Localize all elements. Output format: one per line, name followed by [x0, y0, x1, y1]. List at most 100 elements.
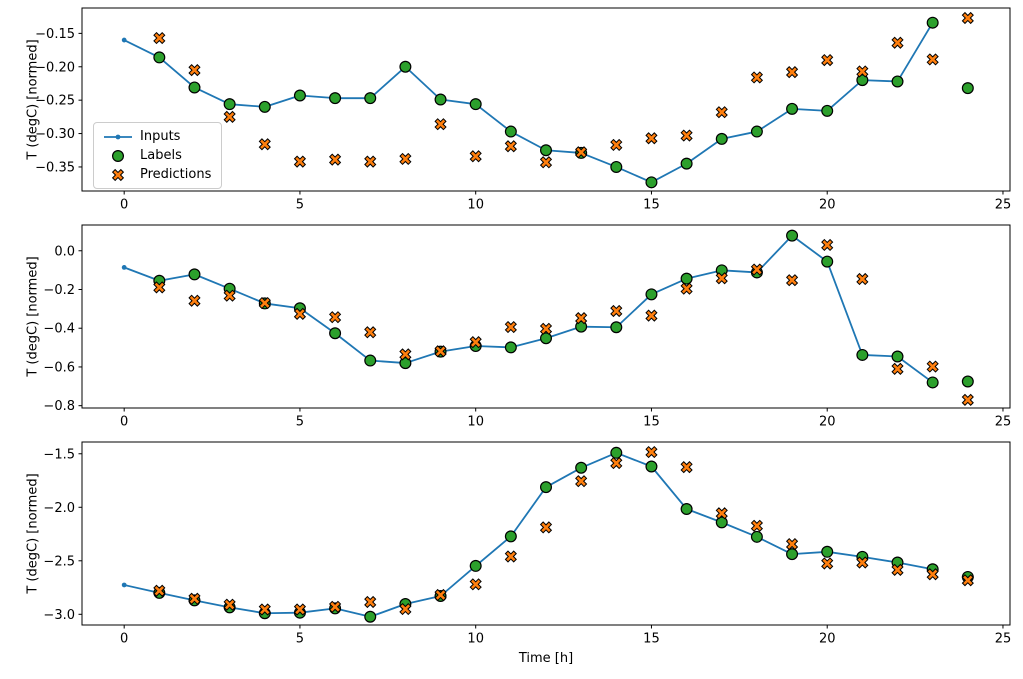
predictions-point: [680, 129, 693, 142]
labels-point: [364, 610, 377, 623]
labels-point: [786, 229, 799, 242]
predictions-point: [785, 66, 799, 79]
subplot-1: 0 5 10 15 20 25 −0.15 −0.20 −0.25 −0.30 −0.35: [35, 7, 1012, 213]
inputs-point: [121, 582, 127, 588]
labels-point: [434, 93, 447, 106]
predictions-point: [328, 600, 342, 613]
labels-point: [539, 481, 552, 494]
predictions-point: [153, 31, 166, 45]
labels-point: [786, 548, 799, 561]
labels-point: [539, 144, 552, 157]
predictions-point: [645, 445, 658, 459]
predictions-point: [399, 348, 412, 361]
predictions-point: [926, 53, 939, 66]
predictions-point: [539, 156, 553, 169]
inputs-point: [121, 37, 127, 43]
inputs-line: [123, 22, 934, 184]
legend-label-labels: Labels: [140, 148, 182, 163]
predictions-point: [293, 307, 307, 320]
labels-point: [715, 516, 728, 529]
labels-point: [891, 75, 904, 88]
predictions-point: [610, 456, 623, 470]
x-tick-label: 0: [120, 198, 128, 213]
axes-frame: [81, 224, 1011, 409]
y-tick-label: −0.4: [43, 322, 75, 337]
x-axis-label: Time [h]: [518, 651, 574, 666]
x-tick-label: 15: [643, 632, 660, 647]
labels-point: [610, 446, 623, 459]
predictions-point: [364, 595, 377, 609]
predictions-point: [223, 110, 236, 123]
predictions-point: [821, 238, 834, 252]
y-tick-label: −0.25: [35, 94, 75, 109]
labels-point: [223, 98, 236, 111]
labels-point: [504, 125, 517, 138]
labels-point: [610, 321, 623, 334]
x-tick-label: 25: [995, 198, 1012, 213]
y-axis-label-subplot-3: T (degC) [normed]: [25, 473, 41, 594]
predictions-point: [293, 155, 307, 168]
predictions-point: [188, 294, 201, 307]
inputs-line-icon: [102, 130, 134, 144]
predictions-point: [188, 64, 201, 77]
y-tick-label: −2.5: [43, 554, 75, 569]
labels-point: [926, 16, 939, 29]
predictions-point: [223, 598, 236, 611]
labels-point: [504, 341, 517, 354]
labels-point: [645, 288, 658, 301]
predictions-point: [469, 578, 482, 591]
labels-point: [329, 92, 342, 105]
predictions-point: [575, 312, 588, 325]
x-tick-label: 5: [296, 415, 304, 430]
labels-point: [329, 327, 342, 340]
predictions-point: [293, 603, 307, 616]
y-tick-label: −0.35: [35, 160, 75, 175]
labels-point: [821, 255, 834, 268]
inputs-line: [123, 234, 934, 384]
predictions-point: [434, 345, 447, 358]
x-tick-label: 15: [643, 415, 660, 430]
predictions-point: [750, 71, 764, 84]
labels-point: [856, 348, 869, 361]
predictions-point: [785, 274, 799, 287]
y-axis-label-subplot-2: T (degC) [normed]: [25, 256, 41, 377]
labels-point: [715, 132, 728, 145]
labels-point: [680, 272, 693, 285]
labels-point: [539, 332, 552, 345]
y-tick-label: −0.15: [35, 27, 75, 42]
predictions-point: [961, 11, 974, 25]
predictions-point: [504, 140, 517, 153]
labels-point: [504, 530, 517, 543]
predictions-point: [891, 563, 904, 576]
predictions-point: [926, 360, 939, 373]
y-tick-label: 0.0: [54, 244, 75, 259]
predictions-point: [926, 568, 939, 581]
subplot-3: 0 5 10 15 20 25 −1.5 −2.0 −2.5 −3.0: [43, 441, 1012, 647]
labels-point: [153, 51, 166, 64]
x-tick-label: 20: [819, 632, 836, 647]
labels-point: [575, 461, 588, 474]
predictions-point: [856, 272, 869, 286]
predictions-point: [504, 550, 517, 563]
predictions-point: [715, 507, 728, 520]
predictions-point: [504, 320, 517, 334]
labels-point: [364, 354, 377, 367]
labels-point: [891, 350, 904, 363]
x-tick-label: 0: [120, 632, 128, 647]
predictions-point: [645, 132, 658, 145]
labels-point: [364, 92, 377, 105]
labels-point: [750, 125, 763, 138]
predictions-point: [856, 65, 869, 78]
x-tick-label: 25: [995, 632, 1012, 647]
legend-label-predictions: Predictions: [140, 167, 212, 182]
predictions-point: [188, 592, 201, 605]
labels-point: [786, 102, 799, 115]
predictions-point: [680, 461, 693, 474]
labels-point: [821, 104, 834, 117]
labels-point: [645, 176, 658, 189]
predictions-point: [715, 106, 728, 119]
labels-point: [293, 89, 306, 102]
predictions-point: [785, 537, 799, 551]
labels-point: [188, 268, 201, 281]
